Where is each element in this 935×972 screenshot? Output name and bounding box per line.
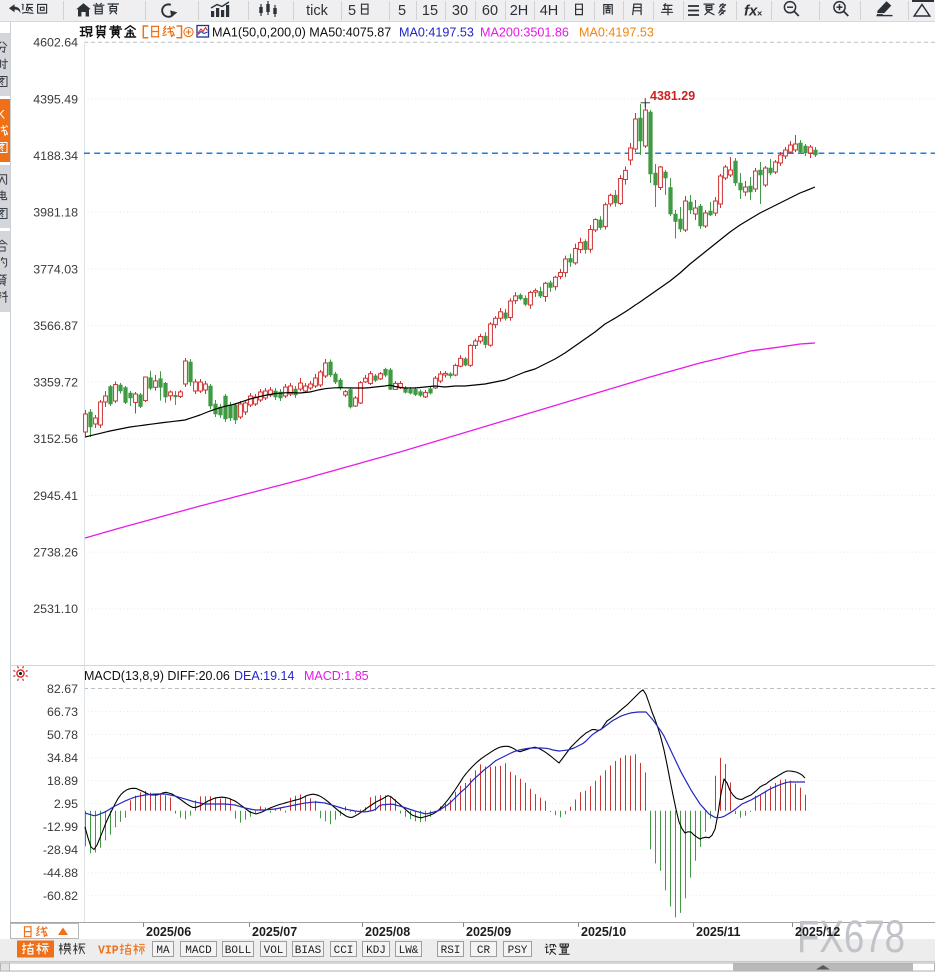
svg-text:3152.56: 3152.56: [33, 432, 78, 446]
svg-text:50.78: 50.78: [47, 728, 78, 742]
svg-text:2025/07: 2025/07: [252, 925, 297, 939]
svg-text:CCI: CCI: [334, 945, 354, 957]
svg-text:34.84: 34.84: [47, 751, 78, 765]
svg-text:4602.64: 4602.64: [33, 36, 78, 50]
svg-text:18.89: 18.89: [47, 774, 78, 788]
svg-text:RSI: RSI: [441, 945, 461, 957]
svg-text:66.73: 66.73: [47, 705, 78, 719]
svg-text:MA1(50,0,200,0) MA50:4075.87: MA1(50,0,200,0) MA50:4075.87: [212, 26, 391, 40]
svg-text:2945.41: 2945.41: [33, 489, 78, 503]
svg-text:CR: CR: [477, 945, 491, 957]
svg-text:MA200:3501.86: MA200:3501.86: [480, 26, 569, 40]
svg-text:MA0:4197.53: MA0:4197.53: [579, 26, 654, 40]
svg-text:2025/08: 2025/08: [365, 925, 410, 939]
svg-text:VIP: VIP: [98, 945, 119, 958]
svg-text:3359.72: 3359.72: [33, 376, 78, 390]
svg-text:tick: tick: [306, 3, 329, 19]
svg-text:82.67: 82.67: [47, 682, 78, 696]
svg-text:60: 60: [482, 3, 498, 19]
svg-text:PSY: PSY: [508, 945, 528, 957]
svg-text:MA0:4197.53: MA0:4197.53: [399, 26, 474, 40]
svg-text:3981.18: 3981.18: [33, 206, 78, 220]
svg-text:3566.87: 3566.87: [33, 319, 78, 333]
svg-text:MACD:1.85: MACD:1.85: [304, 669, 369, 683]
svg-text:BOLL: BOLL: [225, 945, 251, 957]
svg-text:2025/10: 2025/10: [581, 925, 626, 939]
svg-text:-60.82: -60.82: [43, 889, 78, 903]
svg-text:×: ×: [757, 9, 762, 19]
svg-text:4H: 4H: [540, 3, 559, 19]
svg-text:2.95: 2.95: [54, 797, 78, 811]
svg-text:-28.94: -28.94: [43, 843, 78, 857]
svg-text:2025/12: 2025/12: [795, 925, 840, 939]
svg-text:2025/09: 2025/09: [466, 925, 511, 939]
svg-text:2H: 2H: [510, 3, 529, 19]
svg-text:VOL: VOL: [264, 945, 284, 957]
svg-text:3774.03: 3774.03: [33, 262, 78, 276]
svg-text:MACD(13,8,9) DIFF:20.06: MACD(13,8,9) DIFF:20.06: [84, 669, 230, 683]
svg-text:FX678: FX678: [797, 911, 905, 962]
svg-text:5: 5: [398, 3, 406, 19]
svg-text:MACD: MACD: [185, 945, 212, 957]
svg-text:4395.49: 4395.49: [33, 92, 78, 106]
svg-text:LW&: LW&: [399, 945, 419, 957]
svg-text:4381.29: 4381.29: [650, 89, 695, 103]
svg-text:MA: MA: [156, 945, 170, 957]
svg-text:DEA:19.14: DEA:19.14: [234, 669, 295, 683]
svg-text:15: 15: [422, 3, 438, 19]
svg-text:5: 5: [348, 3, 356, 19]
svg-text:30: 30: [452, 3, 468, 19]
svg-text:KDJ: KDJ: [366, 945, 386, 957]
svg-text:-44.88: -44.88: [43, 866, 78, 880]
svg-text:4188.34: 4188.34: [33, 149, 78, 163]
svg-text:2738.26: 2738.26: [33, 546, 78, 560]
svg-text:fx: fx: [744, 3, 758, 20]
svg-text:K: K: [0, 108, 5, 122]
svg-text:2531.10: 2531.10: [33, 602, 78, 616]
svg-text:-12.99: -12.99: [43, 820, 78, 834]
svg-text:BIAS: BIAS: [295, 945, 322, 957]
svg-text:2025/11: 2025/11: [696, 925, 741, 939]
svg-text:2025/06: 2025/06: [146, 925, 191, 939]
